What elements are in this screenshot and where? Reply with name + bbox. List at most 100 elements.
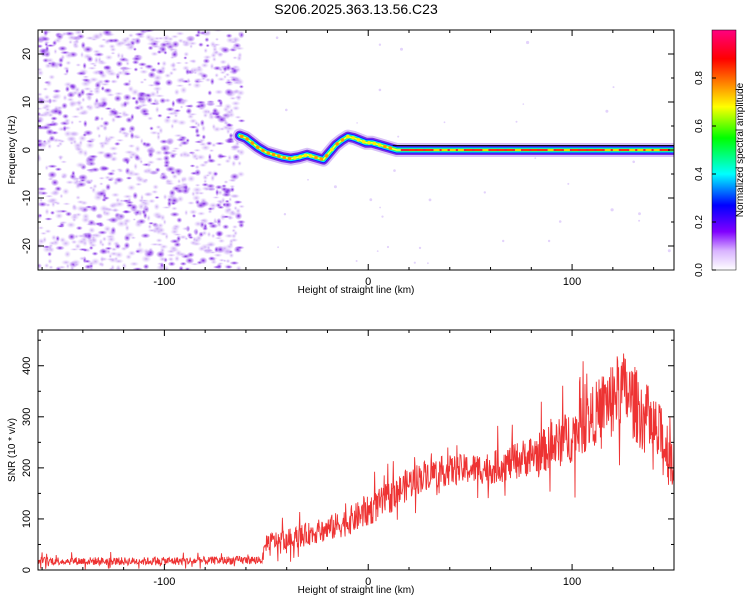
noise-blob	[73, 30, 84, 36]
ridge-hotspot	[361, 140, 366, 144]
noise-blob	[189, 164, 196, 168]
noise-blob	[216, 205, 225, 210]
ridge-hotspot	[271, 152, 276, 157]
noise-blob	[184, 267, 190, 270]
noise-blob	[198, 256, 208, 265]
ridge-core-segment	[572, 149, 579, 151]
ridge-core-segment	[653, 149, 660, 151]
ridge-core-segment	[490, 149, 497, 151]
noise-blob	[97, 133, 102, 139]
noise-blob	[110, 192, 120, 198]
noise-blob	[97, 261, 104, 267]
noise-blob	[179, 140, 190, 146]
noise-blob	[165, 115, 172, 120]
noise-blob	[149, 126, 154, 131]
noise-blob	[102, 151, 114, 160]
noise-blob	[45, 202, 51, 208]
noise-blob	[88, 62, 98, 66]
noise-blob	[58, 139, 66, 144]
noise-blob	[114, 267, 122, 270]
noise-blob	[202, 174, 209, 181]
spectrogram-ridge	[232, 128, 674, 167]
noise-blob	[184, 35, 196, 41]
noise-blob	[157, 226, 166, 234]
noise-blob	[38, 226, 45, 230]
noise-blob	[162, 193, 168, 201]
noise-blob	[200, 62, 209, 69]
noise-blob	[101, 236, 107, 242]
noise-blob	[164, 78, 174, 87]
noise-speck	[526, 40, 530, 45]
noise-blob	[179, 105, 184, 109]
noise-blob	[123, 133, 130, 139]
noise-blob	[103, 65, 111, 70]
noise-blob	[110, 116, 117, 124]
noise-blob	[132, 218, 137, 221]
noise-blob	[49, 210, 56, 215]
noise-blob	[179, 261, 187, 266]
noise-blob	[54, 212, 64, 220]
noise-blob	[216, 76, 226, 82]
noise-blob	[167, 47, 178, 52]
noise-blob	[225, 82, 234, 87]
noise-blob	[180, 176, 186, 184]
noise-blob	[125, 61, 130, 66]
noise-blob	[172, 147, 180, 151]
ridge-core-segment	[417, 149, 424, 151]
noise-blob	[122, 112, 131, 118]
noise-speck	[534, 157, 537, 160]
ridge-core-segment	[637, 149, 644, 151]
noise-blob	[180, 150, 190, 159]
ridge-hotspot	[314, 155, 318, 160]
ridge-hotspot	[367, 141, 371, 145]
noise-blob	[154, 156, 164, 162]
noise-blob	[224, 72, 231, 77]
noise-blob	[225, 36, 235, 44]
ridge-core-segment	[433, 149, 440, 151]
noise-blob	[67, 130, 79, 138]
noise-blob	[157, 113, 163, 118]
noise-blob	[55, 144, 61, 148]
ridge-core-segment	[409, 149, 415, 151]
noise-blob	[150, 44, 162, 49]
noise-blob	[58, 62, 64, 68]
noise-blob	[171, 173, 179, 180]
ridge-hotspot	[372, 141, 377, 146]
colorbar-tick-label: 0.4	[694, 167, 705, 181]
noise-blob	[184, 236, 189, 241]
noise-blob	[69, 213, 80, 221]
ridge-hotspot	[388, 146, 393, 150]
noise-blob	[166, 253, 177, 258]
noise-speck	[638, 219, 641, 222]
noise-blob	[119, 126, 127, 132]
noise-speck	[397, 135, 400, 138]
noise-blob	[175, 31, 185, 36]
noise-blob	[81, 212, 91, 221]
noise-blob	[118, 199, 125, 203]
noise-blob	[78, 173, 89, 182]
noise-blob	[170, 123, 175, 130]
noise-blob	[214, 141, 225, 146]
noise-blob	[135, 249, 141, 254]
ridge-hotspot	[340, 138, 345, 142]
noise-blob	[178, 265, 184, 270]
noise-blob	[158, 126, 164, 135]
noise-blob	[82, 149, 89, 158]
noise-blob	[44, 262, 50, 269]
noise-blob	[70, 114, 81, 119]
noise-blob	[134, 98, 140, 106]
noise-blob	[191, 152, 199, 161]
noise-blob	[45, 128, 55, 136]
noise-blob	[90, 257, 101, 266]
x-tick-label: -100	[153, 276, 175, 288]
noise-blob	[170, 201, 177, 206]
noise-blob	[187, 82, 193, 87]
noise-blob	[63, 250, 72, 259]
noise-speck	[567, 182, 570, 185]
snr-series	[38, 353, 674, 570]
noise-blob	[186, 77, 191, 84]
ridge-hotspot	[250, 141, 255, 145]
noise-blob	[181, 39, 192, 47]
noise-blob	[44, 62, 53, 69]
